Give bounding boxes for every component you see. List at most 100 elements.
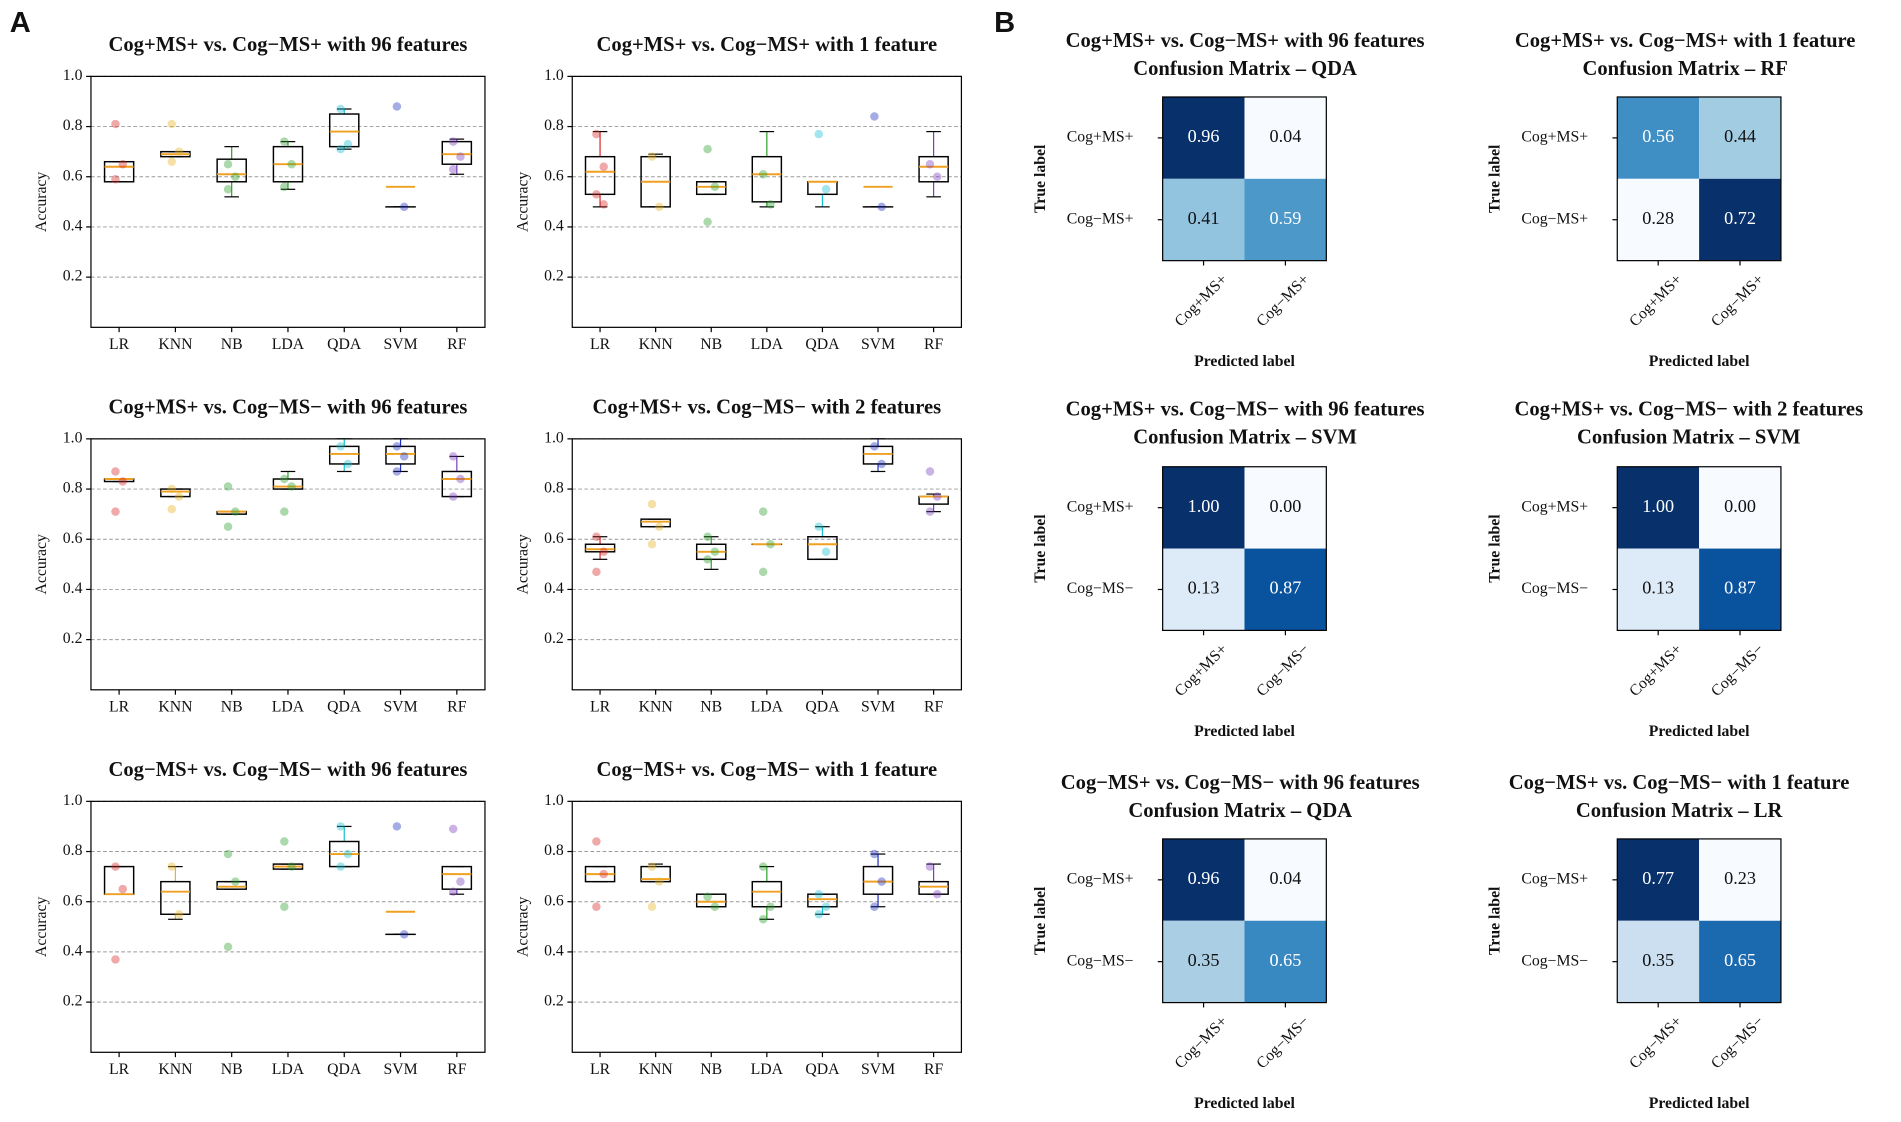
x-tick-label: RF: [924, 1061, 944, 1078]
chart-subtitle: Confusion Matrix – LR: [1576, 800, 1784, 822]
y-tick-label: 0.2: [544, 268, 564, 285]
point: [392, 442, 402, 451]
cell: [1699, 920, 1781, 1003]
point: [703, 532, 712, 541]
point: [456, 474, 465, 484]
point: [647, 499, 657, 509]
point: [111, 467, 120, 476]
point: [287, 482, 296, 491]
y-tick-label: 0.4: [544, 943, 564, 960]
x-tick-label: LR: [109, 1061, 130, 1078]
point: [223, 159, 233, 169]
x-tick-label: SVM: [861, 699, 895, 716]
point: [877, 202, 886, 212]
chart-title: Cog−MS+ vs. Cog−MS− with 1 feature: [1509, 772, 1850, 794]
plot-frame: [90, 75, 486, 328]
x-tick-label: LDA: [272, 336, 305, 353]
point: [448, 492, 458, 501]
x-tick-label: Cog−MS+: [1708, 271, 1767, 330]
point: [814, 522, 824, 531]
point: [592, 567, 601, 577]
cell: [1699, 466, 1781, 549]
point: [758, 507, 768, 516]
point: [758, 862, 768, 871]
point: [399, 452, 409, 461]
point: [655, 202, 664, 212]
cell-label: 0.65: [1724, 950, 1756, 970]
x-tick-label: Cog−MS+: [1253, 271, 1312, 330]
cell: [1617, 466, 1700, 549]
point: [174, 147, 184, 156]
point: [167, 484, 177, 494]
cell-label: 0.28: [1642, 208, 1674, 228]
panel-label: A: [10, 7, 31, 39]
x-tick-label: SVM: [383, 1061, 417, 1078]
point: [223, 849, 233, 859]
x-tick-label: SVM: [383, 336, 417, 353]
point: [111, 119, 120, 129]
cell: [1162, 466, 1245, 549]
point: [231, 877, 240, 886]
cell-label: 0.00: [1724, 496, 1756, 516]
plot-frame: [571, 438, 963, 691]
box: [160, 880, 191, 915]
y-tick-label: 0.6: [544, 530, 564, 547]
x-tick-label: KNN: [158, 1061, 193, 1078]
chart-title: Cog+MS+ vs. Cog−MS+ with 96 features: [109, 34, 468, 56]
chart-title: Cog+MS+ vs. Cog−MS− with 96 features: [109, 396, 468, 418]
cell-label: 0.96: [1188, 126, 1220, 146]
matrix-frame: [1162, 466, 1327, 632]
point: [392, 467, 402, 476]
x-tick-label: Cog−MS−: [1253, 641, 1312, 700]
box: [807, 893, 838, 908]
box: [385, 445, 416, 465]
x-tick-label: Cog+MS+: [1172, 641, 1231, 700]
box: [584, 155, 616, 196]
cell-label: 0.23: [1724, 868, 1756, 888]
point: [592, 902, 601, 911]
box: [918, 880, 949, 895]
cell: [1244, 178, 1327, 261]
y-tick-label: Cog−MS−: [1521, 580, 1588, 597]
cell-label: 0.44: [1724, 126, 1756, 146]
point: [710, 547, 720, 557]
point: [167, 504, 177, 514]
point: [336, 144, 345, 154]
x-tick-label: NB: [700, 699, 722, 716]
point: [766, 902, 775, 911]
x-tick-label: Cog+MS+: [1626, 271, 1685, 330]
chart-title: Cog+MS+ vs. Cog−MS− with 2 features: [1515, 399, 1864, 421]
point: [814, 910, 824, 919]
y-tick-label: 0.8: [63, 480, 83, 497]
cell: [1699, 838, 1781, 921]
point: [167, 119, 177, 129]
box: [272, 478, 304, 490]
point: [280, 837, 289, 846]
y-tick-label: 1.0: [63, 792, 83, 809]
y-tick-label: 1.0: [63, 67, 83, 84]
point: [343, 849, 353, 859]
cell: [1244, 838, 1327, 921]
x-tick-label: QDA: [805, 699, 840, 716]
matrix-frame: [1616, 838, 1782, 1004]
point: [448, 887, 458, 896]
x-tick-label: KNN: [639, 336, 674, 353]
point: [111, 955, 120, 964]
point: [870, 442, 879, 451]
x-tick-label: QDA: [327, 1061, 362, 1078]
point: [703, 217, 712, 227]
point: [821, 902, 831, 911]
y-tick-label: 0.6: [63, 892, 83, 909]
point: [167, 157, 177, 166]
chart-title: Cog+MS+ vs. Cog−MS+ with 96 features: [1066, 30, 1425, 52]
point: [821, 547, 831, 557]
point: [167, 862, 177, 871]
x-tick-label: Cog−MS+: [1626, 1013, 1685, 1072]
box: [441, 140, 473, 165]
point: [925, 862, 935, 871]
matrix-frame: [1162, 838, 1327, 1004]
point: [456, 152, 465, 161]
point: [821, 185, 831, 194]
y-tick-label: Cog−MS+: [1067, 210, 1134, 227]
y-axis-label: True label: [1487, 886, 1504, 955]
